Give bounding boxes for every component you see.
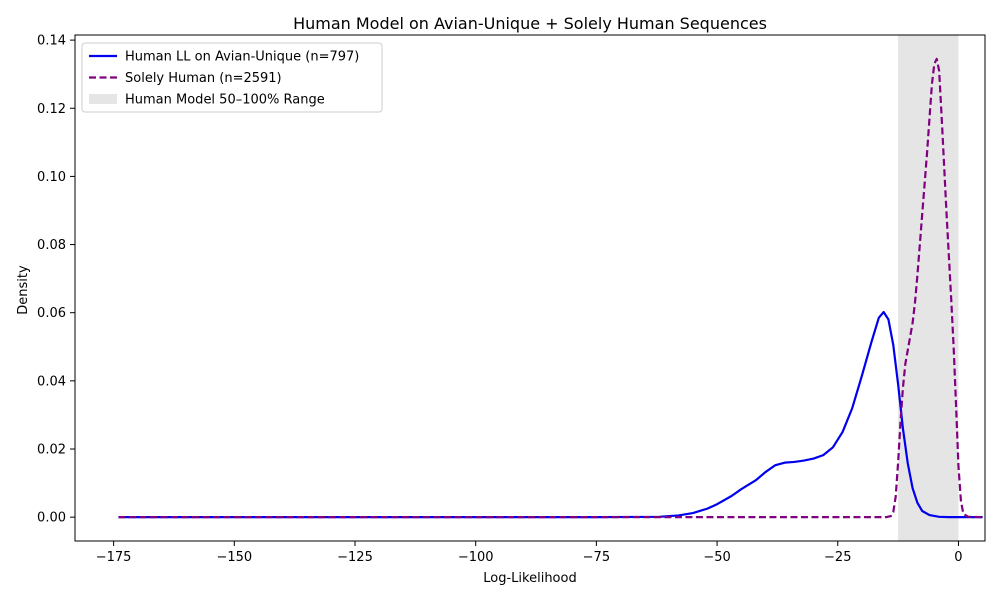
- x-tick-label: −75: [583, 550, 610, 565]
- legend-box: [81, 42, 383, 113]
- axes-frame: [74, 34, 986, 542]
- shaded-range: [898, 35, 959, 541]
- y-tick-label: 0.12: [37, 102, 66, 117]
- series-line-1: [118, 310, 983, 519]
- chart-title: Human Model on Avian-Unique + Solely Hum…: [293, 14, 767, 33]
- plot-area: −175 −150 −125 −100 −75 −50 −25 0 0.00 0.02 0.04 0.…: [37, 34, 986, 565]
- y-tick-label: 0.04: [37, 374, 66, 389]
- y-axis-label: Density: [16, 265, 31, 315]
- x-tick-label: −175: [96, 550, 132, 565]
- x-axis-label: Log-Likelihood: [483, 571, 576, 586]
- legend-label-1: Human LL on Avian-Unique (n=797): [125, 50, 359, 65]
- x-tick-label: 0: [954, 550, 962, 565]
- x-tick-label: −125: [337, 550, 373, 565]
- y-tick-label: 0.02: [37, 443, 66, 458]
- legend-label-2: Solely Human (n=2591): [125, 71, 282, 86]
- legend-swatch-range: [89, 94, 117, 104]
- y-tick-label: 0.08: [37, 238, 66, 253]
- y-tick-label: 0.14: [37, 34, 66, 49]
- x-tick-label: −100: [458, 550, 494, 565]
- series-line-2: [118, 57, 983, 519]
- legend-label-range: Human Model 50–100% Range: [125, 93, 325, 108]
- y-tick-label: 0.00: [37, 511, 66, 526]
- legend: Human LL on Avian-Unique (n=797) Solely H…: [81, 42, 383, 113]
- x-tick-label: −25: [824, 550, 851, 565]
- y-tick-label: 0.06: [37, 306, 66, 321]
- x-tick-label: −150: [216, 550, 252, 565]
- x-tick-label: −50: [703, 550, 730, 565]
- y-tick-label: 0.10: [37, 170, 66, 185]
